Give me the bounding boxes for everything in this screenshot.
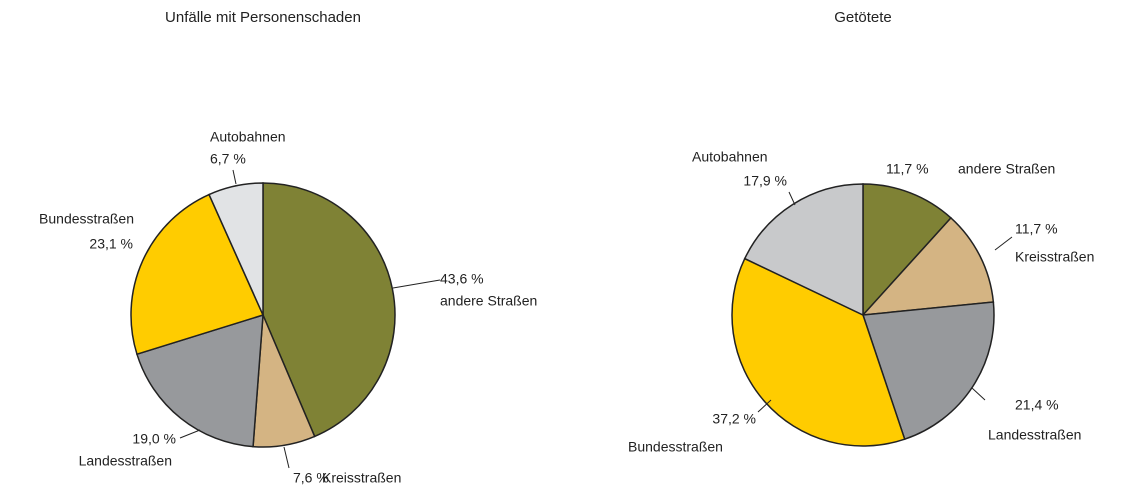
category-label: Bundesstraßen	[628, 439, 723, 455]
value-label: 23,1 %	[89, 236, 133, 252]
category-label: andere Straßen	[958, 161, 1055, 177]
value-label: 43,6 %	[440, 271, 484, 287]
pie-slice	[208, 182, 264, 316]
category-label: Landesstraßen	[79, 453, 172, 469]
leader-line	[788, 191, 796, 206]
pie-slice	[862, 183, 952, 317]
leader-line	[971, 387, 986, 401]
value-label: 21,4 %	[1015, 397, 1059, 413]
chart-title: Getötete	[834, 9, 892, 26]
category-label: Kreisstraßen	[1015, 249, 1094, 265]
pie-slice	[130, 193, 265, 356]
pie-slice	[861, 216, 995, 316]
value-label: 19,0 %	[132, 431, 176, 447]
pie-slice	[136, 313, 264, 448]
value-label: 37,2 %	[712, 411, 756, 427]
pie-slice	[262, 182, 396, 438]
pie-slice	[861, 301, 995, 441]
pie-slice	[743, 183, 864, 317]
leader-line	[994, 236, 1013, 251]
category-label: Autobahnen	[692, 149, 768, 165]
category-label: andere Straßen	[440, 293, 537, 309]
category-label: Kreisstraßen	[322, 470, 401, 486]
value-label: 7,6 %	[293, 470, 329, 486]
leader-line	[757, 399, 772, 413]
leader-line	[232, 169, 237, 185]
pie-slice	[731, 257, 906, 447]
category-label: Autobahnen	[210, 129, 286, 145]
value-label: 11,7 %	[1015, 221, 1058, 237]
leader-line	[392, 279, 441, 289]
category-label: Bundesstraßen	[39, 211, 134, 227]
leader-line	[283, 446, 290, 469]
value-label: 6,7 %	[210, 151, 246, 167]
chart-title: Unfälle mit Personenschaden	[165, 9, 361, 26]
value-label: 11,7 %	[886, 161, 929, 177]
category-label: Landesstraßen	[988, 427, 1081, 443]
value-label: 17,9 %	[743, 173, 787, 189]
leader-line	[179, 429, 201, 439]
